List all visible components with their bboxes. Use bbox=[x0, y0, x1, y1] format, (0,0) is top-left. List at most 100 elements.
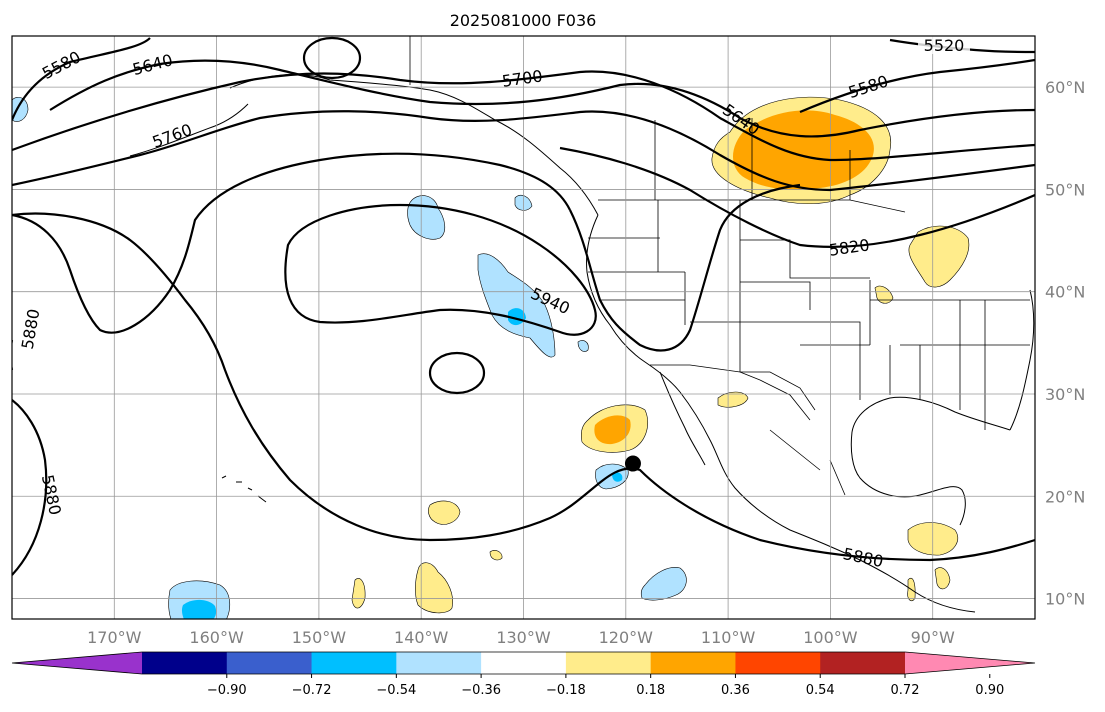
anomaly-region-pacific-2 bbox=[415, 562, 453, 614]
anomaly-region-cool-3 bbox=[477, 253, 556, 358]
colorbar-tick-label: −0.72 bbox=[292, 683, 332, 698]
colorbar-tick-label: −0.36 bbox=[461, 683, 501, 698]
colorbar-extend-low bbox=[12, 652, 142, 674]
anomaly-region-cool-4 bbox=[595, 463, 629, 490]
colorbar: −0.90 −0.72 −0.54 −0.36 −0.18 0.18 0.36 0.54 0.7… bbox=[11, 651, 1036, 698]
contour-label-5580-east: 5580 bbox=[846, 71, 891, 102]
anomaly-region-baja-core bbox=[594, 415, 631, 445]
contour-5580-west bbox=[12, 37, 151, 121]
anomaly-region-cool-1 bbox=[407, 195, 446, 240]
longitude-labels: 170°W 160°W 150°W 140°W 130°W 120°W 110°W 100°W… bbox=[87, 628, 955, 647]
latitude-label: 40°N bbox=[1045, 283, 1085, 302]
contour-label-5880-west: 5880 bbox=[18, 307, 44, 350]
anomaly-region-mexico bbox=[717, 391, 749, 408]
latitude-label: 30°N bbox=[1045, 385, 1085, 404]
storm-center-marker bbox=[624, 455, 641, 472]
contour-5880-main bbox=[12, 212, 1035, 562]
anomaly-region-great-lakes bbox=[908, 225, 970, 288]
anomaly-region-cool-6-core bbox=[181, 599, 217, 619]
contour-label-5880-sw: 5880 bbox=[38, 473, 65, 517]
anomaly-region-cool-8 bbox=[577, 340, 589, 352]
anomaly-region-cool-7 bbox=[12, 97, 29, 122]
latitude-label: 50°N bbox=[1045, 180, 1085, 199]
anomaly-region-pacific-1 bbox=[428, 500, 461, 525]
coastlines bbox=[129, 74, 1035, 613]
colorbar-segment bbox=[481, 652, 567, 674]
border-us-mexico bbox=[650, 364, 816, 411]
colorbar-outline bbox=[11, 651, 1036, 675]
latitude-label: 10°N bbox=[1045, 590, 1085, 609]
contour-5640-west bbox=[49, 59, 741, 119]
colorbar-segment bbox=[650, 652, 736, 674]
contour-5760 bbox=[12, 110, 1035, 192]
coastline-baja-peninsula bbox=[659, 371, 706, 466]
colorbar-segment bbox=[311, 652, 397, 674]
anomaly-region-pacific-4 bbox=[489, 550, 503, 561]
colorbar-segment bbox=[565, 652, 652, 674]
contour-5880-inner bbox=[12, 152, 571, 334]
contour-high-north bbox=[302, 36, 362, 80]
coastline-baja bbox=[679, 391, 976, 613]
longitude-label: 110°W bbox=[701, 628, 756, 647]
anomaly-region-central-america-2 bbox=[934, 567, 951, 590]
anomaly-region-cool-5 bbox=[640, 567, 687, 601]
colorbar-tick-label: −0.90 bbox=[207, 683, 247, 698]
colorbar-tick-label: 0.54 bbox=[806, 683, 835, 698]
contour-label-5640-west: 5640 bbox=[130, 50, 174, 79]
longitude-label: 130°W bbox=[496, 628, 551, 647]
longitude-label: 90°W bbox=[911, 628, 955, 647]
contour-5700 bbox=[12, 70, 1035, 162]
colorbar-segment bbox=[396, 652, 482, 674]
contour-label-5820: 5820 bbox=[828, 235, 871, 259]
longitude-label: 170°W bbox=[87, 628, 142, 647]
colorbar-tick-label: 0.36 bbox=[721, 683, 750, 698]
contour-label-5760: 5760 bbox=[150, 120, 195, 152]
contour-5880-west bbox=[12, 399, 48, 576]
contour-5940 bbox=[284, 203, 597, 336]
colorbar-tick-label: 0.18 bbox=[636, 683, 665, 698]
contour-5580-east bbox=[799, 58, 1035, 114]
coastline-alaska bbox=[229, 74, 599, 216]
colorbar-segment bbox=[735, 652, 821, 674]
coastline-east bbox=[1009, 289, 1035, 431]
contour-5820 bbox=[559, 146, 1035, 249]
map-area bbox=[12, 36, 1035, 619]
contour-5520 bbox=[889, 38, 1035, 54]
anomaly-region-cool-4-core bbox=[612, 472, 623, 482]
colorbar-segment bbox=[226, 652, 313, 674]
colorbar-tick-label: −0.18 bbox=[546, 683, 586, 698]
anomaly-region-pacific-3 bbox=[351, 578, 366, 609]
contour-label-5580-west: 5580 bbox=[39, 47, 84, 83]
border-canada-provinces bbox=[654, 118, 851, 200]
coastline-yucatan bbox=[850, 431, 966, 526]
anomaly-region-plains bbox=[874, 285, 894, 304]
map-frame bbox=[11, 35, 1036, 620]
border-us-canada bbox=[598, 199, 906, 213]
border-mexico-states bbox=[739, 371, 846, 496]
contour-label-5520: 5520 bbox=[924, 36, 965, 55]
political-borders bbox=[409, 36, 1030, 496]
colorbar-tick-label: 0.90 bbox=[975, 683, 1004, 698]
contour-5940-loop bbox=[428, 351, 486, 395]
colorbar-extend-high bbox=[905, 652, 1035, 674]
longitude-label: 120°W bbox=[599, 628, 654, 647]
longitude-label: 100°W bbox=[803, 628, 858, 647]
latitude-label: 20°N bbox=[1045, 487, 1085, 506]
longitude-label: 150°W bbox=[292, 628, 347, 647]
longitude-label: 160°W bbox=[189, 628, 244, 647]
coastline-hawaii bbox=[221, 475, 267, 503]
colorbar-segment bbox=[142, 652, 228, 674]
latitude-labels: 10°N 20°N 30°N 40°N 50°N 60°N bbox=[1045, 78, 1085, 608]
coastline-alaska-peninsula bbox=[129, 103, 249, 157]
map-title: 2025081000 F036 bbox=[450, 11, 597, 30]
height-contours bbox=[12, 36, 1035, 576]
contour-label-5880-se: 5880 bbox=[841, 544, 885, 571]
contour-5880-north bbox=[569, 183, 801, 352]
longitude-label: 140°W bbox=[394, 628, 449, 647]
graticule bbox=[12, 36, 1035, 619]
border-states-1 bbox=[588, 200, 870, 400]
colorbar-tick-label: −0.54 bbox=[376, 683, 416, 698]
shaded-regions bbox=[12, 96, 970, 619]
border-states-2 bbox=[869, 280, 1030, 430]
